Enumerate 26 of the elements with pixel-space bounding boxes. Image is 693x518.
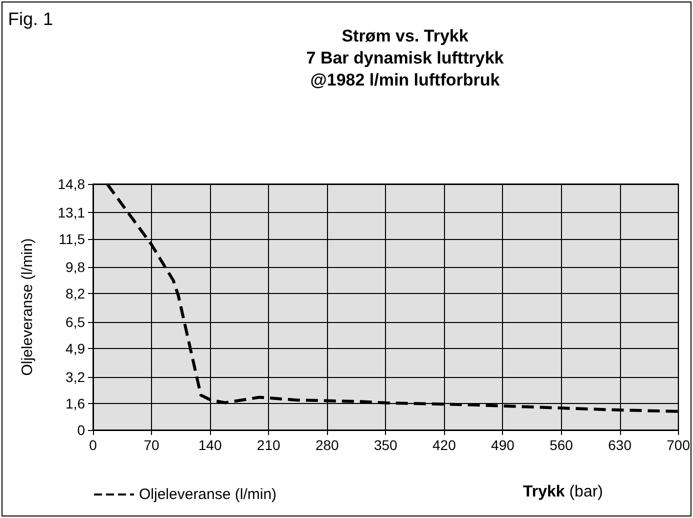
caption: Fig. 1 xyxy=(8,9,54,29)
y-tick-label: 1,6 xyxy=(66,395,86,412)
y-tick-label: 4,9 xyxy=(66,340,86,357)
x-tick-label: 140 xyxy=(198,437,222,453)
x-tick-label: 210 xyxy=(256,437,280,453)
x-tick-label: 280 xyxy=(315,437,340,453)
chart-title: Strøm vs. Trykk 7 Bar dynamisk lufttrykk @1982 l/min luftforbruk xyxy=(306,26,504,90)
x-axis-title: Trykk (bar) xyxy=(522,484,604,500)
y-tick-label: 14,8 xyxy=(58,176,86,192)
x-tick-label: 490 xyxy=(491,437,515,453)
y-tick-label: 3,2 xyxy=(66,368,86,385)
x-tick-label: 70 xyxy=(144,437,160,453)
y-tick-label: 11,5 xyxy=(58,230,86,247)
x-tick-label: 700 xyxy=(666,437,690,453)
y-tick-label: 13,1 xyxy=(58,204,86,220)
x-tick-label: 0 xyxy=(89,437,98,453)
y-tick-label: 9,8 xyxy=(66,259,86,276)
y-tick-label: 8,2 xyxy=(66,286,86,302)
y-tick-label: 0 xyxy=(77,422,86,438)
y-axis-title: Oljeleveranse (l/min) xyxy=(19,238,36,376)
x-tick-label: 630 xyxy=(608,437,632,453)
y-tick-label: 6,5 xyxy=(66,314,86,330)
x-tick-label: 420 xyxy=(432,437,456,453)
legend-label: Oljeleveranse (l/min) xyxy=(139,486,277,503)
x-tick-label: 560 xyxy=(550,437,574,453)
x-tick-label: 350 xyxy=(374,437,398,453)
